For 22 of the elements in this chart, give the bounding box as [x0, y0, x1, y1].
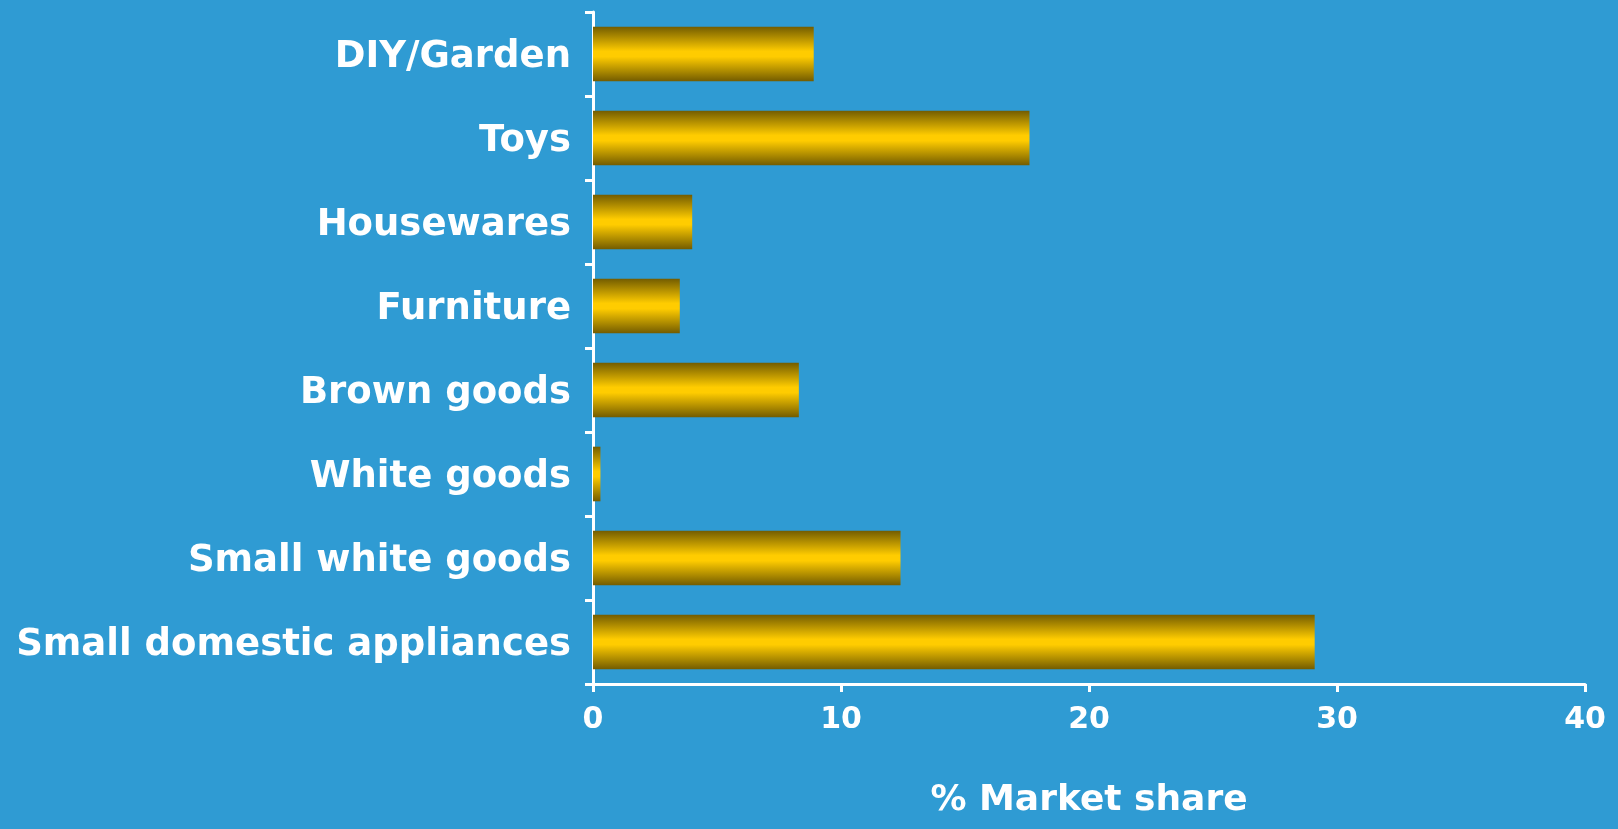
y-tick-label: DIY/Garden: [334, 32, 571, 76]
y-tick-label: Small domestic appliances: [16, 620, 571, 664]
y-tick-label: Toys: [479, 116, 571, 160]
x-tick-label: 20: [1068, 699, 1110, 735]
y-tick-label: Brown goods: [299, 368, 571, 412]
bar: [593, 278, 680, 334]
bar: [593, 446, 601, 502]
bar: [593, 614, 1315, 670]
x-tick-label: 30: [1316, 699, 1358, 735]
y-tick-label: White goods: [309, 452, 571, 496]
y-tick-label: Furniture: [376, 284, 571, 328]
x-tick-label: 10: [820, 699, 862, 735]
x-axis-title: % Market share: [930, 776, 1248, 818]
bar: [593, 26, 814, 82]
bar: [593, 362, 799, 418]
y-tick-label: Small white goods: [187, 536, 571, 580]
bar: [593, 530, 901, 586]
y-tick-label: Housewares: [316, 200, 571, 244]
bar: [593, 194, 693, 250]
bar: [593, 110, 1030, 166]
x-tick-label: 40: [1564, 699, 1606, 735]
x-tick-label: 0: [582, 699, 604, 735]
